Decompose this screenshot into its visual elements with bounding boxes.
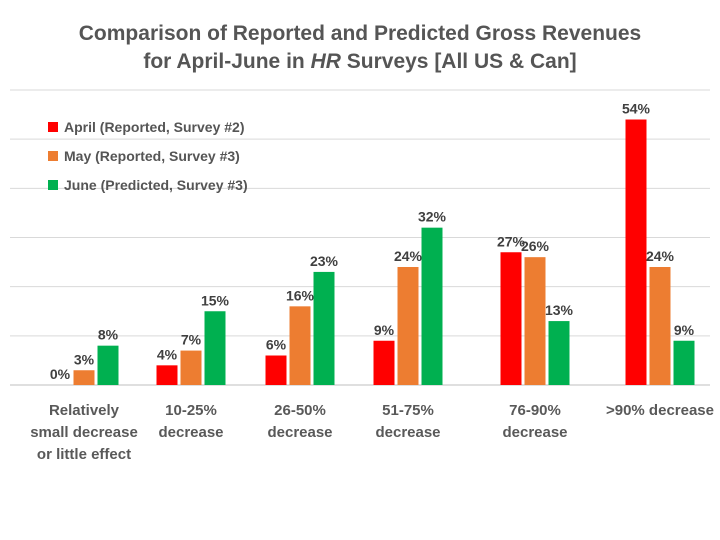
- bar-series0-cat5: [625, 119, 647, 385]
- chart-title-line2: for April-June in HR Surveys [All US & C…: [0, 48, 720, 76]
- legend-swatch-1: [48, 150, 58, 161]
- data-label-series0-cat3: 9%: [374, 322, 395, 338]
- data-label-series2-cat2: 23%: [310, 253, 339, 269]
- category-label-0: Relatively small decrease or little effect: [24, 400, 144, 466]
- category-label-1-line-0: 10-25%: [165, 402, 217, 419]
- bar-series2-cat5: [673, 340, 695, 385]
- title-emphasis: HR: [310, 50, 341, 73]
- bar-series2-cat1: [204, 311, 226, 385]
- category-label-2-line-0: 26-50%: [274, 402, 326, 419]
- data-label-series1-cat2: 16%: [286, 287, 315, 303]
- category-label-0-line-1: small decrease: [30, 424, 138, 441]
- bar-series0-cat2: [265, 355, 287, 385]
- data-label-series2-cat5: 9%: [674, 322, 695, 338]
- bar-series2-cat3: [421, 227, 443, 385]
- category-label-5-line-0: >90% decrease: [605, 402, 714, 419]
- bar-series1-cat0: [73, 370, 95, 385]
- data-label-series0-cat1: 4%: [157, 346, 178, 362]
- legend-item-1: May (Reported, Survey #3): [48, 141, 248, 170]
- category-label-3-line-0: 51-75%: [382, 402, 434, 419]
- bar-series0-cat3: [373, 340, 395, 385]
- legend-item-0: April (Reported, Survey #2): [48, 112, 248, 141]
- bar-series1-cat2: [289, 306, 311, 385]
- category-label-5: >90% decrease: [600, 400, 720, 422]
- category-label-4: 76-90% decrease: [475, 400, 595, 444]
- category-label-1: 10-25% decrease: [131, 400, 251, 444]
- title-suffix: Surveys [All US & Can]: [340, 50, 577, 73]
- legend-label-1: May (Reported, Survey #3): [64, 147, 240, 164]
- legend-label-2: June (Predicted, Survey #3): [64, 176, 248, 193]
- bar-series2-cat4: [548, 321, 570, 385]
- category-label-3: 51-75% decrease: [348, 400, 468, 444]
- data-label-series2-cat0: 8%: [98, 327, 119, 343]
- data-label-series0-cat5: 54%: [622, 101, 651, 117]
- category-label-2: 26-50% decrease: [240, 400, 360, 444]
- data-label-series1-cat1: 7%: [181, 332, 202, 348]
- bar-series2-cat2: [313, 271, 335, 385]
- data-label-series1-cat0: 3%: [74, 351, 95, 367]
- legend-label-0: April (Reported, Survey #2): [64, 118, 245, 135]
- data-label-series0-cat2: 6%: [266, 337, 287, 353]
- bar-series1-cat5: [649, 267, 671, 385]
- category-label-4-line-1: decrease: [502, 424, 568, 441]
- category-label-2-line-1: decrease: [267, 424, 333, 441]
- legend-swatch-0: [48, 121, 58, 132]
- bar-series1-cat1: [180, 350, 202, 385]
- bar-series0-cat1: [156, 365, 178, 385]
- chart-title-line1: Comparison of Reported and Predicted Gro…: [78, 22, 642, 45]
- category-label-0-line-0: Relatively: [48, 402, 120, 419]
- legend-swatch-2: [48, 179, 58, 190]
- data-label-series1-cat5: 24%: [646, 248, 675, 264]
- data-label-series2-cat1: 15%: [201, 292, 230, 308]
- bar-series0-cat4: [500, 252, 522, 385]
- category-label-0-line-2: or little effect: [36, 446, 132, 463]
- category-label-4-line-0: 76-90%: [509, 402, 561, 419]
- data-label-series0-cat0: 0%: [50, 366, 71, 382]
- data-label-series0-cat4: 27%: [497, 233, 526, 249]
- data-label-series1-cat4: 26%: [521, 238, 550, 254]
- legend: April (Reported, Survey #2) May (Reported…: [48, 112, 248, 199]
- data-label-series2-cat3: 32%: [418, 209, 447, 225]
- title-prefix: for April-June in: [143, 50, 311, 73]
- data-label-series2-cat4: 13%: [545, 302, 574, 318]
- category-label-1-line-1: decrease: [158, 424, 224, 441]
- data-label-series1-cat3: 24%: [394, 248, 423, 264]
- category-label-3-line-1: decrease: [375, 424, 441, 441]
- bar-series1-cat3: [397, 267, 419, 385]
- legend-item-2: June (Predicted, Survey #3): [48, 170, 248, 199]
- bar-series2-cat0: [97, 345, 119, 385]
- bar-series1-cat4: [524, 257, 546, 385]
- chart-title: Comparison of Reported and Predicted Gro…: [0, 20, 720, 76]
